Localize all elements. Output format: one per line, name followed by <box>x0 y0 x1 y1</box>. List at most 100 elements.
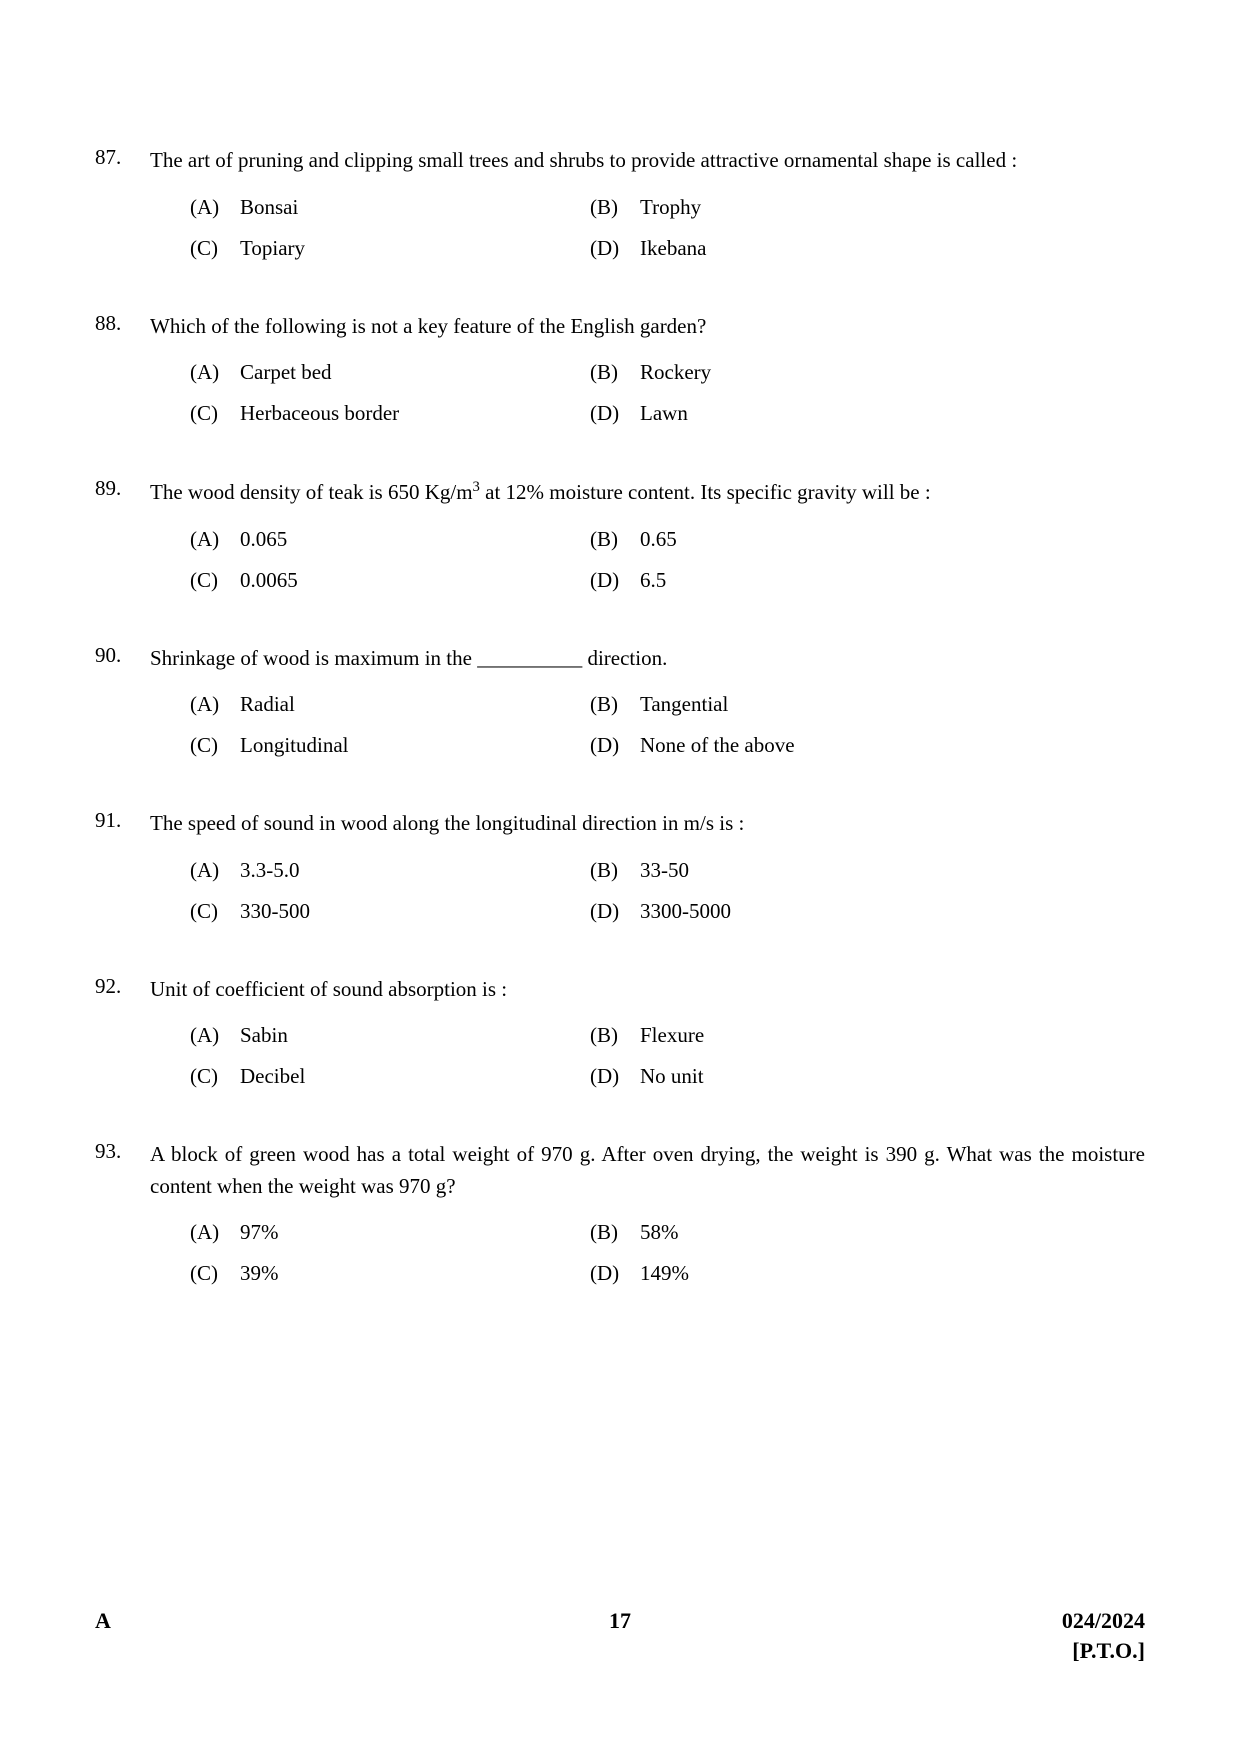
option-label: (A) <box>190 195 240 220</box>
option-label: (B) <box>590 1023 640 1048</box>
option-label: (D) <box>590 568 640 593</box>
option-d: (D) None of the above <box>590 733 990 758</box>
options-grid: (A) Sabin (B) Flexure (C) Decibel (D) No… <box>95 1023 1145 1089</box>
option-b: (B) 0.65 <box>590 527 990 552</box>
option-row: (C) Topiary (D) Ikebana <box>190 236 1145 261</box>
option-label: (A) <box>190 858 240 883</box>
options-grid: (A) Radial (B) Tangential (C) Longitudin… <box>95 692 1145 758</box>
option-text: 0.65 <box>640 527 990 552</box>
question-90: 90. Shrinkage of wood is maximum in the … <box>95 643 1145 759</box>
option-d: (D) 149% <box>590 1261 990 1286</box>
option-text: 33-50 <box>640 858 990 883</box>
option-text: Carpet bed <box>240 360 590 385</box>
option-label: (D) <box>590 1261 640 1286</box>
option-a: (A) 97% <box>190 1220 590 1245</box>
question-number: 91. <box>95 808 150 833</box>
option-row: (C) 330-500 (D) 3300-5000 <box>190 899 1145 924</box>
option-label: (C) <box>190 568 240 593</box>
question-93: 93. A block of green wood has a total we… <box>95 1139 1145 1286</box>
option-b: (B) 58% <box>590 1220 990 1245</box>
option-text: Sabin <box>240 1023 590 1048</box>
questions-container: 87. The art of pruning and clipping smal… <box>95 145 1145 1286</box>
option-row: (A) 97% (B) 58% <box>190 1220 1145 1245</box>
question-text: The art of pruning and clipping small tr… <box>150 145 1145 177</box>
option-c: (C) Decibel <box>190 1064 590 1089</box>
question-text: The speed of sound in wood along the lon… <box>150 808 1145 840</box>
option-c: (C) 330-500 <box>190 899 590 924</box>
option-a: (A) Sabin <box>190 1023 590 1048</box>
option-label: (C) <box>190 1064 240 1089</box>
question-91: 91. The speed of sound in wood along the… <box>95 808 1145 924</box>
question-text: Unit of coefficient of sound absorption … <box>150 974 1145 1006</box>
question-header: 88. Which of the following is not a key … <box>95 311 1145 343</box>
option-label: (B) <box>590 1220 640 1245</box>
footer-pto: [P.T.O.] <box>1062 1638 1145 1664</box>
question-header: 92. Unit of coefficient of sound absorpt… <box>95 974 1145 1006</box>
footer-code: 024/2024 <box>1062 1608 1145 1634</box>
option-c: (C) Longitudinal <box>190 733 590 758</box>
options-grid: (A) 3.3-5.0 (B) 33-50 (C) 330-500 (D) 33… <box>95 858 1145 924</box>
option-label: (B) <box>590 858 640 883</box>
option-row: (A) Carpet bed (B) Rockery <box>190 360 1145 385</box>
question-number: 93. <box>95 1139 150 1164</box>
option-label: (B) <box>590 360 640 385</box>
question-text: Shrinkage of wood is maximum in the ____… <box>150 643 1145 675</box>
question-number: 89. <box>95 476 150 501</box>
option-text: Trophy <box>640 195 990 220</box>
option-text: Herbaceous border <box>240 401 590 426</box>
option-text: Tangential <box>640 692 990 717</box>
question-number: 92. <box>95 974 150 999</box>
option-label: (A) <box>190 692 240 717</box>
option-a: (A) 0.065 <box>190 527 590 552</box>
option-b: (B) Tangential <box>590 692 990 717</box>
question-number: 87. <box>95 145 150 170</box>
options-grid: (A) 0.065 (B) 0.65 (C) 0.0065 (D) 6.5 <box>95 527 1145 593</box>
option-text: Decibel <box>240 1064 590 1089</box>
question-87: 87. The art of pruning and clipping smal… <box>95 145 1145 261</box>
option-label: (D) <box>590 1064 640 1089</box>
question-header: 91. The speed of sound in wood along the… <box>95 808 1145 840</box>
question-89: 89. The wood density of teak is 650 Kg/m… <box>95 476 1145 593</box>
option-row: (A) Sabin (B) Flexure <box>190 1023 1145 1048</box>
option-label: (D) <box>590 401 640 426</box>
option-label: (C) <box>190 1261 240 1286</box>
option-d: (D) Lawn <box>590 401 990 426</box>
option-label: (C) <box>190 899 240 924</box>
option-row: (C) 0.0065 (D) 6.5 <box>190 568 1145 593</box>
option-label: (A) <box>190 1220 240 1245</box>
option-text: Rockery <box>640 360 990 385</box>
footer-series: A <box>95 1608 111 1634</box>
option-text: Topiary <box>240 236 590 261</box>
option-text: Radial <box>240 692 590 717</box>
option-b: (B) Rockery <box>590 360 990 385</box>
question-header: 87. The art of pruning and clipping smal… <box>95 145 1145 177</box>
option-text: 0.065 <box>240 527 590 552</box>
footer-right: 024/2024 [P.T.O.] <box>1062 1608 1145 1664</box>
footer-page-number: 17 <box>609 1608 631 1634</box>
option-b: (B) Flexure <box>590 1023 990 1048</box>
option-row: (C) Decibel (D) No unit <box>190 1064 1145 1089</box>
option-row: (C) Longitudinal (D) None of the above <box>190 733 1145 758</box>
option-a: (A) 3.3-5.0 <box>190 858 590 883</box>
option-label: (A) <box>190 527 240 552</box>
option-label: (A) <box>190 1023 240 1048</box>
option-text: 97% <box>240 1220 590 1245</box>
option-text: None of the above <box>640 733 990 758</box>
option-label: (B) <box>590 527 640 552</box>
option-row: (A) Radial (B) Tangential <box>190 692 1145 717</box>
option-d: (D) 6.5 <box>590 568 990 593</box>
option-label: (A) <box>190 360 240 385</box>
option-label: (D) <box>590 236 640 261</box>
option-text: No unit <box>640 1064 990 1089</box>
option-label: (B) <box>590 692 640 717</box>
option-text: Ikebana <box>640 236 990 261</box>
option-row: (A) 3.3-5.0 (B) 33-50 <box>190 858 1145 883</box>
option-label: (C) <box>190 401 240 426</box>
option-text: 149% <box>640 1261 990 1286</box>
option-c: (C) 39% <box>190 1261 590 1286</box>
question-88: 88. Which of the following is not a key … <box>95 311 1145 427</box>
option-c: (C) 0.0065 <box>190 568 590 593</box>
option-text: 3.3-5.0 <box>240 858 590 883</box>
option-text: 58% <box>640 1220 990 1245</box>
option-text: 39% <box>240 1261 590 1286</box>
